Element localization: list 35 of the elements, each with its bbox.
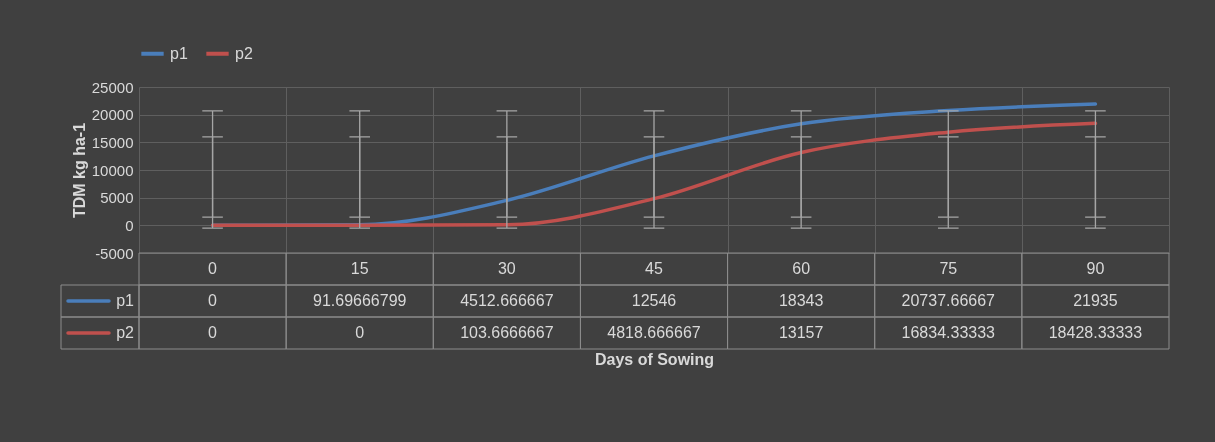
y-axis-title: TDM kg ha-1 (70, 122, 88, 219)
y-tick-label: -5000 (95, 244, 134, 262)
data-label: 18343 (778, 292, 824, 309)
data-label: 0 (208, 324, 218, 341)
text: p1 (116, 292, 134, 309)
y-tick-label: 15000 (91, 133, 134, 151)
data-label: 4818.666667 (607, 324, 701, 341)
data-label: 21935 (1073, 292, 1118, 309)
x-tick-label: 60 (792, 260, 811, 277)
data-label: 20737.66667 (901, 292, 996, 309)
data-label: 0 (355, 324, 365, 341)
data-label: 0 (208, 292, 218, 309)
x-tick-label: 75 (939, 260, 958, 277)
x-tick-label: 90 (1086, 260, 1105, 277)
data-label: 18428.33333 (1048, 324, 1143, 341)
y-tick-label: 20000 (91, 106, 134, 124)
legend-label: p1 (170, 44, 188, 62)
data-label: 16834.33333 (901, 324, 996, 341)
x-tick-label: 15 (350, 260, 369, 277)
data-label: 103.6666667 (460, 324, 554, 341)
text: p2 (116, 324, 134, 341)
data-label: 91.69666799 (313, 292, 407, 309)
x-tick-label: 30 (497, 260, 516, 277)
legend-label: p2 (235, 44, 253, 62)
y-tick-label: 5000 (100, 189, 134, 207)
data-label: 4512.666667 (460, 292, 554, 309)
x-tick-label: 0 (208, 260, 218, 277)
y-tick-label: 25000 (91, 78, 134, 96)
data-label: 12546 (631, 292, 677, 309)
y-tick-label: 0 (125, 216, 134, 234)
x-tick-label: 45 (645, 260, 663, 277)
line-series (210, 121, 1098, 228)
x-axis-title: Days of Sowing (594, 350, 715, 368)
data-label: 13157 (778, 324, 824, 341)
y-tick-label: 10000 (91, 161, 134, 179)
